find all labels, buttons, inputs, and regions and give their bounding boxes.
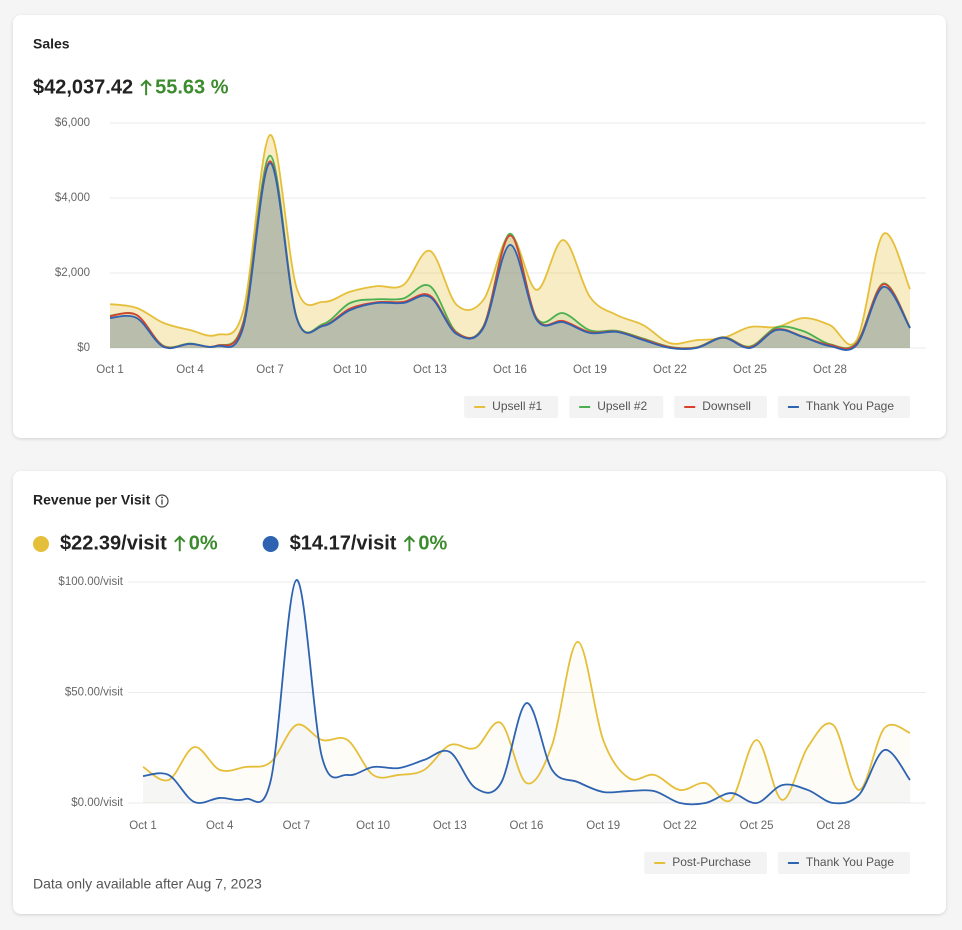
legend-label: Thank You Page <box>806 855 894 869</box>
total: $42,037.42 <box>33 76 133 98</box>
area <box>110 163 910 351</box>
x-tick-label: Oct 25 <box>733 364 767 376</box>
x-tick-label: Oct 16 <box>493 364 527 376</box>
y-tick-label: $6,000 <box>55 117 90 129</box>
line <box>109 162 911 351</box>
metric-change: 0% <box>418 532 447 554</box>
y-tick-label: $50.00/visit <box>65 687 124 699</box>
metric-value: $14.17/visit <box>290 532 397 554</box>
x-tick-label: Oct 19 <box>586 820 620 832</box>
area <box>110 134 910 348</box>
legend-box <box>644 852 767 874</box>
x-tick-label: Oct 22 <box>663 820 697 832</box>
note: Data only available after Aug 7, 2023 <box>33 876 262 892</box>
x-tick-label: Oct 1 <box>129 820 156 832</box>
legend-item: Thank You Page <box>777 396 910 418</box>
x-tick-label: Oct 13 <box>413 364 447 376</box>
info-icon[interactable] <box>155 494 169 508</box>
x-tick-label: Oct 4 <box>176 364 204 376</box>
x-tick-label: Oct 25 <box>740 820 774 832</box>
up-arrow <box>403 535 416 552</box>
x-tick-label: Oct 7 <box>283 820 310 832</box>
legend-item: Thank You Page <box>777 852 910 874</box>
line <box>142 579 911 806</box>
legend-label: Upsell #1 <box>492 399 542 413</box>
card-title: Sales <box>33 36 70 52</box>
legend-label: Downsell <box>702 399 751 413</box>
legend-item: Post-Purchase <box>644 852 767 874</box>
x-tick-label: Oct 4 <box>206 820 234 832</box>
area <box>110 155 910 349</box>
up-arrow <box>140 79 152 96</box>
legend-box <box>464 396 559 418</box>
area <box>143 579 910 805</box>
y-tick-label: $0 <box>77 342 90 354</box>
y-tick-label: $100.00/visit <box>58 576 123 588</box>
x-tick-label: Oct 22 <box>653 364 687 376</box>
legend-label: Thank You Page <box>806 399 894 413</box>
metric-change: 0% <box>189 532 218 554</box>
card-title: Revenue per Visit <box>33 492 151 508</box>
metric-value: $22.39/visit <box>60 532 167 554</box>
area <box>143 641 910 803</box>
y-tick-label: $4,000 <box>55 192 90 204</box>
area <box>110 161 910 349</box>
x-tick-label: Oct 16 <box>510 820 544 832</box>
legend-item: Downsell <box>674 396 767 418</box>
legend-label: Upsell #2 <box>597 399 647 413</box>
legend-label: Post-Purchase <box>672 855 751 869</box>
legend-box <box>777 852 910 874</box>
x-tick-label: Oct 1 <box>96 364 123 376</box>
x-tick-label: Oct 28 <box>816 820 850 832</box>
up-arrow <box>174 535 186 552</box>
x-tick-label: Oct 19 <box>573 364 607 376</box>
legend-box <box>674 396 767 418</box>
legend-box <box>569 396 664 418</box>
metric-dot <box>262 536 279 552</box>
y-tick-label: $0.00/visit <box>71 797 124 809</box>
x-tick-label: Oct 10 <box>333 364 367 376</box>
metric-dot <box>33 536 49 552</box>
x-tick-label: Oct 10 <box>356 820 390 832</box>
y-tick-label: $2,000 <box>55 267 90 279</box>
x-tick-label: Oct 13 <box>433 820 467 832</box>
x-tick-label: Oct 28 <box>813 364 847 376</box>
legend-item: Upsell #1 <box>464 396 559 418</box>
legend-box <box>777 396 910 418</box>
change: 55.63 % <box>155 76 229 98</box>
x-tick-label: Oct 7 <box>256 364 283 376</box>
legend-item: Upsell #2 <box>569 396 664 418</box>
sales-card <box>13 15 946 438</box>
